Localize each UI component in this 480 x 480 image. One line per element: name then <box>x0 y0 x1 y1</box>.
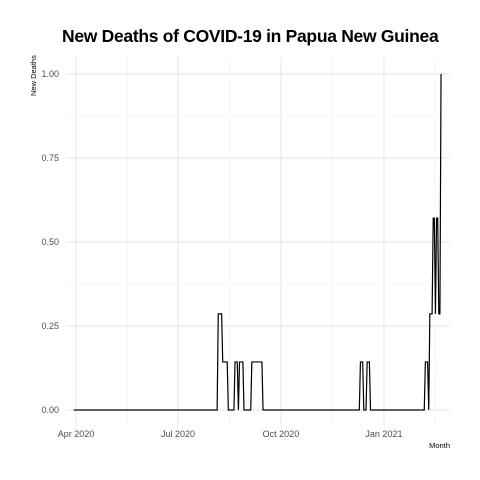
y-tick-label: 1.00 <box>41 69 59 79</box>
y-tick-label: 0.75 <box>41 153 59 163</box>
x-tick-label: Jul 2020 <box>161 429 195 439</box>
x-tick-label: Oct 2020 <box>263 429 300 439</box>
x-tick-label: Jan 2021 <box>365 429 402 439</box>
y-tick-label: 0.50 <box>41 237 59 247</box>
chart-title: New Deaths of COVID-19 in Papua New Guin… <box>62 26 439 46</box>
x-axis-title: Month <box>429 441 450 450</box>
y-tick-labels: 0.00 0.25 0.50 0.75 1.00 <box>41 69 59 415</box>
minor-gridlines <box>66 57 450 426</box>
x-tick-label: Apr 2020 <box>58 429 95 439</box>
series-layer <box>73 73 442 411</box>
x-tick-labels: Apr 2020 Jul 2020 Oct 2020 Jan 2021 <box>58 429 403 439</box>
y-tick-label: 0.25 <box>41 321 59 331</box>
major-gridlines <box>66 57 450 426</box>
y-tick-label: 0.00 <box>41 405 59 415</box>
series-line-0 <box>73 73 442 411</box>
y-axis-title: New Deaths <box>29 55 38 96</box>
